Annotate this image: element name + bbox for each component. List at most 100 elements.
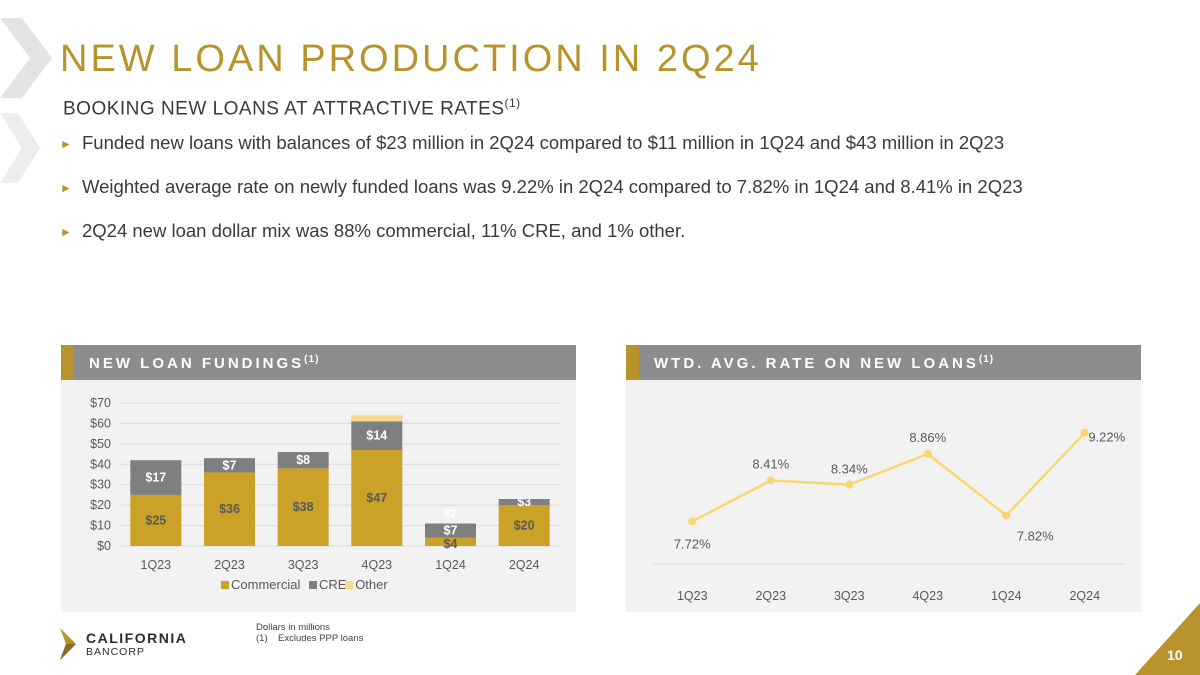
triangle-right-icon: ► <box>60 181 72 195</box>
bar-commercial <box>204 472 255 546</box>
y-tick-label: $20 <box>90 498 111 512</box>
bar-commercial <box>130 494 182 546</box>
panel-title-note: (1) <box>304 354 320 365</box>
panel-title-note: (1) <box>978 354 995 365</box>
data-label: 7.82% <box>1017 528 1054 543</box>
x-tick-label: 1Q24 <box>991 589 1022 603</box>
panel-header: WTD. AVG. RATE ON NEW LOANS(1) <box>626 345 1141 380</box>
panel-title: WTD. AVG. RATE ON NEW LOANS(1) <box>654 354 994 372</box>
x-tick-label: 1Q23 <box>677 589 708 603</box>
data-point <box>766 476 775 485</box>
data-point <box>688 517 697 526</box>
bar-cre <box>351 421 403 450</box>
bar-cre <box>130 460 182 495</box>
wtd-avg-rate-panel: WTD. AVG. RATE ON NEW LOANS(1) 7.72% 8.41… <box>626 345 1141 612</box>
bar-cre <box>498 499 550 506</box>
data-label: $47 <box>366 491 387 505</box>
legend-swatch <box>221 581 229 589</box>
triangle-right-icon: ► <box>60 137 72 151</box>
data-label: $7 <box>444 524 458 538</box>
y-tick-label: $0 <box>97 539 111 553</box>
bar-commercial <box>425 537 476 546</box>
data-label: $7 <box>223 458 237 472</box>
x-tick-label: 4Q23 <box>362 558 393 572</box>
bar-cre <box>204 458 255 473</box>
bar-commercial <box>277 468 329 546</box>
y-tick-label: $40 <box>90 457 111 471</box>
data-label: $17 <box>145 471 166 485</box>
logo-name: CALIFORNIA <box>86 630 188 646</box>
legend-label: Other <box>355 577 388 592</box>
triangle-right-icon: ► <box>60 225 72 239</box>
bullet-item: ► 2Q24 new loan dollar mix was 88% commer… <box>60 220 1140 242</box>
subtitle-note: (1) <box>504 96 521 110</box>
x-tick-label: 2Q23 <box>755 589 786 603</box>
panel-title-text: NEW LOAN FUNDINGS <box>89 355 305 372</box>
data-label: $36 <box>219 502 240 516</box>
loan-fundings-panel: NEW LOAN FUNDINGS(1) $0 $10 $20 $30 $40 $50 $6… <box>61 345 576 612</box>
bullet-item: ► Weighted average rate on newly funded l… <box>60 176 1140 198</box>
logo-sub: BANCORP <box>86 646 145 658</box>
y-tick-label: $70 <box>90 396 111 410</box>
bar-commercial <box>498 505 550 546</box>
footnote-units: Dollars in millions <box>256 622 330 633</box>
wtd-avg-rate-chart: 7.72% 8.41% 8.34% 8.86% 7.82% 9.22% 1Q23 2Q23 3Q… <box>653 428 1126 603</box>
legend-swatch <box>309 581 317 589</box>
data-point <box>1002 511 1011 520</box>
bullet-text: Weighted average rate on newly funded lo… <box>82 176 1023 197</box>
x-tick-label: 1Q23 <box>141 558 172 572</box>
x-tick-label: 2Q23 <box>214 558 245 572</box>
bar-cre <box>425 523 476 538</box>
x-tick-label: 2Q24 <box>509 558 540 572</box>
x-tick-label: 3Q23 <box>288 558 319 572</box>
legend-label: CRE <box>319 577 347 592</box>
y-tick-label: $50 <box>90 437 111 451</box>
data-label: 8.86% <box>909 430 946 445</box>
data-point <box>845 480 854 489</box>
data-label: $20 <box>514 519 535 533</box>
bullet-item: ► Funded new loans with balances of $23 m… <box>60 132 1140 154</box>
data-label: $4 <box>444 537 458 551</box>
data-label: $25 <box>145 513 166 527</box>
page-subtitle: BOOKING NEW LOANS AT ATTRACTIVE RATES(1) <box>63 96 521 120</box>
page-number: 10 <box>1167 647 1183 663</box>
bar-other <box>351 415 403 422</box>
data-label: 7.72% <box>674 536 711 551</box>
loan-fundings-chart: $0 $10 $20 $30 $40 $50 $60 $70 $25 $17 1Q23 $36 $7 2Q… <box>90 396 561 592</box>
data-point <box>1080 428 1089 437</box>
data-label: $38 <box>293 500 314 514</box>
california-bancorp-logo-icon <box>60 628 76 660</box>
x-tick-label: 2Q24 <box>1069 589 1100 603</box>
data-label: $3 <box>517 495 531 509</box>
y-tick-label: $60 <box>90 416 111 430</box>
data-label: 8.34% <box>831 462 868 477</box>
footnote-number: (1) <box>256 633 268 644</box>
header-accent <box>626 345 639 380</box>
page-corner <box>1135 603 1200 675</box>
footnote-note: (1) Excludes PPP loans <box>256 633 363 644</box>
header-accent <box>61 345 74 380</box>
chevron-decoration-icon <box>0 18 52 183</box>
bar-commercial <box>351 449 403 546</box>
data-label: $14 <box>366 429 387 443</box>
legend-swatch <box>345 581 354 589</box>
data-label: 9.22% <box>1088 430 1125 445</box>
legend-label: Commercial <box>231 577 300 592</box>
data-point <box>923 449 932 458</box>
page-title: NEW LOAN PRODUCTION IN 2Q24 <box>60 38 762 80</box>
bullet-list: ► Funded new loans with balances of $23 m… <box>60 132 1140 264</box>
bullet-text: Funded new loans with balances of $23 mi… <box>82 132 1005 153</box>
footnote-text: Excludes PPP loans <box>278 633 364 644</box>
data-label: $8 <box>296 453 310 467</box>
panel-title-text: WTD. AVG. RATE ON NEW LOANS <box>654 355 979 372</box>
panel-header: NEW LOAN FUNDINGS(1) <box>61 345 576 380</box>
series-line <box>691 431 1086 523</box>
data-label: $2 <box>444 507 458 521</box>
bar-cre <box>277 452 329 469</box>
x-tick-label: 3Q23 <box>834 589 865 603</box>
y-tick-label: $10 <box>90 519 111 533</box>
x-tick-label: 1Q24 <box>435 558 466 572</box>
x-tick-label: 4Q23 <box>912 589 943 603</box>
data-label: 8.41% <box>752 457 789 472</box>
panel-title: NEW LOAN FUNDINGS(1) <box>89 354 319 372</box>
